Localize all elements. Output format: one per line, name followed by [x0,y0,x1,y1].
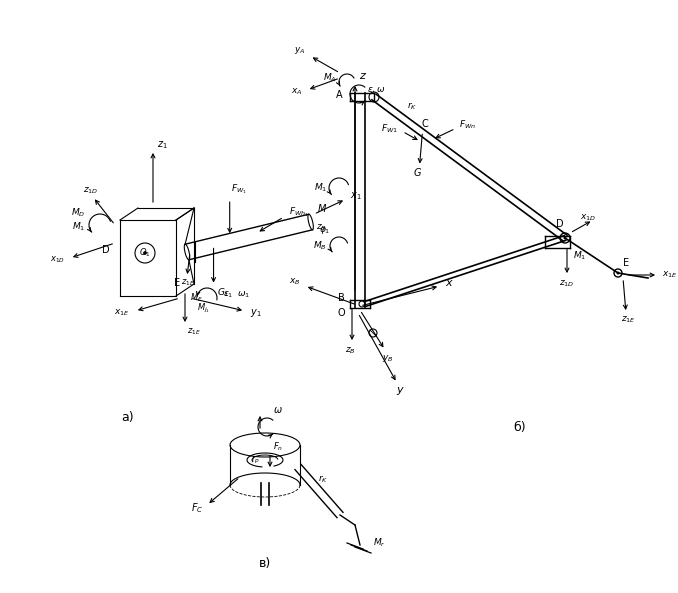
Text: $F_{Wn}$: $F_{Wn}$ [460,118,477,130]
Text: $x$: $x$ [445,278,454,288]
Text: $G_1$: $G_1$ [216,286,229,299]
Text: $M_1$: $M_1$ [314,181,327,195]
Text: $y_A$: $y_A$ [294,44,305,56]
Text: $r_K$: $r_K$ [318,473,328,484]
Text: $y_B$: $y_B$ [382,352,394,364]
Text: б): б) [514,422,526,435]
Text: $y$: $y$ [395,385,405,397]
Text: $\omega$: $\omega$ [273,405,283,415]
Text: A: A [336,90,343,100]
Text: $M_D$: $M_D$ [71,207,85,219]
Text: $x_{1E}$: $x_{1E}$ [662,270,677,280]
Text: $x_{1E}$: $x_{1E}$ [115,308,130,318]
Text: $O_1$: $O_1$ [139,247,151,259]
Text: $r_p$: $r_p$ [251,454,260,466]
Text: D: D [556,219,564,229]
Text: $z$: $z$ [359,71,367,81]
Text: $M_B$: $M_B$ [313,240,327,252]
Text: $F_{Wh_1}$: $F_{Wh_1}$ [289,205,308,219]
Text: $z_{1D}$: $z_{1D}$ [83,186,99,196]
Text: E: E [174,278,180,288]
Text: $\varepsilon,\omega$: $\varepsilon,\omega$ [367,85,386,95]
Text: $F_{W1}$: $F_{W1}$ [380,122,397,135]
Text: $F_C$: $F_C$ [191,501,203,515]
Text: B: B [338,293,345,303]
Text: $z_{1E}$: $z_{1E}$ [181,278,195,288]
Text: E: E [623,258,629,268]
Text: $M_{j_1}$: $M_{j_1}$ [197,301,210,315]
Text: $x_A$: $x_A$ [290,87,302,97]
Circle shape [144,251,146,254]
Text: C: C [421,119,428,129]
Text: $M_E$: $M_E$ [190,292,203,304]
Text: $x_1$: $x_1$ [350,190,361,202]
Text: O: O [338,308,345,318]
Text: $M$: $M$ [317,202,327,214]
Text: $z_B$: $z_B$ [316,223,327,233]
Text: в): в) [259,556,271,569]
Text: $M_1$: $M_1$ [573,250,586,262]
Text: $x_{1D}$: $x_{1D}$ [50,255,65,265]
Text: $x_{1D}$: $x_{1D}$ [580,213,596,223]
Text: $\omega_1$: $\omega_1$ [237,290,250,300]
Text: $\varepsilon_1$: $\varepsilon_1$ [223,290,233,300]
Text: $M_1$: $M_1$ [72,221,85,233]
Text: $M_A$: $M_A$ [323,72,337,84]
Text: $z_1$: $z_1$ [157,139,167,151]
Text: $G$: $G$ [413,167,422,178]
Text: $z_B$: $z_B$ [344,346,355,356]
Circle shape [616,272,620,275]
Text: $y_1$: $y_1$ [250,307,262,319]
Text: $M_r$: $M_r$ [373,537,386,549]
Text: D: D [102,245,110,255]
Text: $F_{W_1}$: $F_{W_1}$ [231,182,247,196]
Text: $z_{1D}$: $z_{1D}$ [559,279,575,289]
Text: $F_n$: $F_n$ [273,441,283,453]
Text: $\varphi_1$: $\varphi_1$ [319,225,330,235]
Text: $z_{1E}$: $z_{1E}$ [620,315,635,325]
Text: $z_{1E}$: $z_{1E}$ [187,327,201,337]
Text: $x_B$: $x_B$ [290,277,301,287]
Text: $r_K$: $r_K$ [407,100,417,111]
Text: а): а) [121,412,134,425]
Circle shape [563,237,567,240]
